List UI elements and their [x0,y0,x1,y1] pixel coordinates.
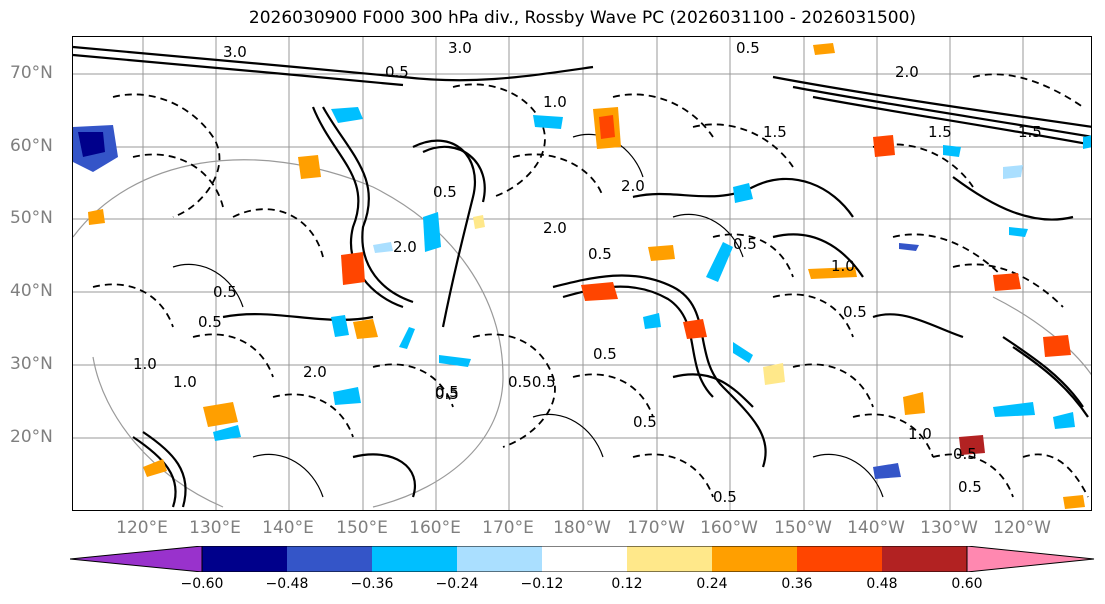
colorbar-tick-label: −0.24 [435,576,479,592]
lon-label: 170°W [627,518,685,538]
lat-label: 40°N [10,281,53,301]
colorbar-bin [882,546,967,572]
contour-label: 0.5 [843,303,867,321]
lon-label: 140°W [847,518,905,538]
contour-label: 0.5 [435,385,459,403]
map-canvas: 3.0 3.0 0.5 2.0 1.0 1.5 0.5 2.0 0.5 2.0 … [73,37,1091,510]
colorbar-tick-label: −0.12 [520,576,564,592]
colorbar-tick-label: 0.24 [696,576,728,592]
lon-label: 180°W [553,518,611,538]
contour-label: 1.0 [831,257,855,275]
colorbar-bin [797,546,882,572]
contour-label: 0.5 [385,63,409,81]
coastline-outline [73,159,1091,508]
contour-label: 0.5 [958,478,982,496]
contour-label: 2.0 [303,363,327,381]
contour-label: 1.5 [763,123,787,141]
colorbar-bin [627,546,712,572]
colorbar-tick-label: −0.36 [350,576,394,592]
colorbar-tick-label: 0.12 [611,576,643,592]
contour-label: 0.5 [435,383,459,401]
lat-label: 20°N [10,427,53,447]
contour-label: 3.0 [448,39,472,57]
chart-title: 2026030900 F000 300 hPa div., Rossby Wav… [248,8,917,28]
contour-label: 0.5 [633,413,657,431]
contour-label: 2.0 [393,238,417,256]
contour-label: 0.5 [733,235,757,253]
contour-label: 0.50.5 [508,373,556,391]
colorbar-tick-label: 0.36 [781,576,813,592]
lon-label: 140°E [262,518,314,538]
lat-label: 50°N [10,208,53,228]
contour-label: 1.5 [1018,123,1042,141]
contour-label: 0.5 [198,313,222,331]
colorbar-frame [201,546,968,572]
lon-label: 130°W [920,518,978,538]
colorbar-bin [712,546,797,572]
contour-label: 0.5 [736,39,760,57]
divergence-fills [73,43,1091,509]
lon-label: 150°W [774,518,832,538]
lat-label: 30°N [10,354,53,374]
colorbar-bin [542,546,627,572]
colorbar-tick-label: 0.48 [866,576,898,592]
lon-label: 160°E [409,518,461,538]
contour-label: 0.5 [593,345,617,363]
colorbar-under-triangle [70,546,203,572]
contour-label: 1.5 [928,123,952,141]
contour-label: 0.5 [213,283,237,301]
lon-label: 120°E [116,518,168,538]
map-panel: 3.0 3.0 0.5 2.0 1.0 1.5 0.5 2.0 0.5 2.0 … [72,36,1092,511]
contour-label: 1.0 [173,373,197,391]
colorbar-tick-label: −0.48 [265,576,309,592]
contour-label: 0.5 [713,488,737,506]
contour-label: 3.0 [223,43,247,61]
contour-labels: 3.0 3.0 0.5 2.0 1.0 1.5 0.5 2.0 0.5 2.0 … [133,39,1042,506]
contour-label: 2.0 [543,219,567,237]
colorbar-tick-label: 0.60 [951,576,983,592]
contour-label: 0.5 [588,245,612,263]
lon-label: 160°W [700,518,758,538]
colorbar-bin [372,546,457,572]
lon-label: 120°W [993,518,1051,538]
contour-label: 2.0 [895,63,919,81]
contour-label: 0.5 [433,183,457,201]
positive-contours [73,45,1091,508]
contour-label: 0.5 [953,445,977,463]
colorbar [70,546,1095,572]
graticule [73,37,1091,510]
contour-label: 1.0 [133,355,157,373]
lat-label: 70°N [10,63,53,83]
lon-label: 130°E [189,518,241,538]
negative-contours [92,73,1089,498]
colorbar-tick-label: −0.60 [180,576,224,592]
lon-label: 150°E [336,518,388,538]
lon-label: 170°E [482,518,534,538]
contour-label: 1.0 [908,425,932,443]
colorbar-bin [287,546,372,572]
lat-label: 60°N [10,136,53,156]
colorbar-over-triangle [966,546,1095,572]
contour-label: 2.0 [621,177,645,195]
colorbar-bin [457,546,542,572]
colorbar-bin [202,546,287,572]
contour-label: 1.0 [543,93,567,111]
